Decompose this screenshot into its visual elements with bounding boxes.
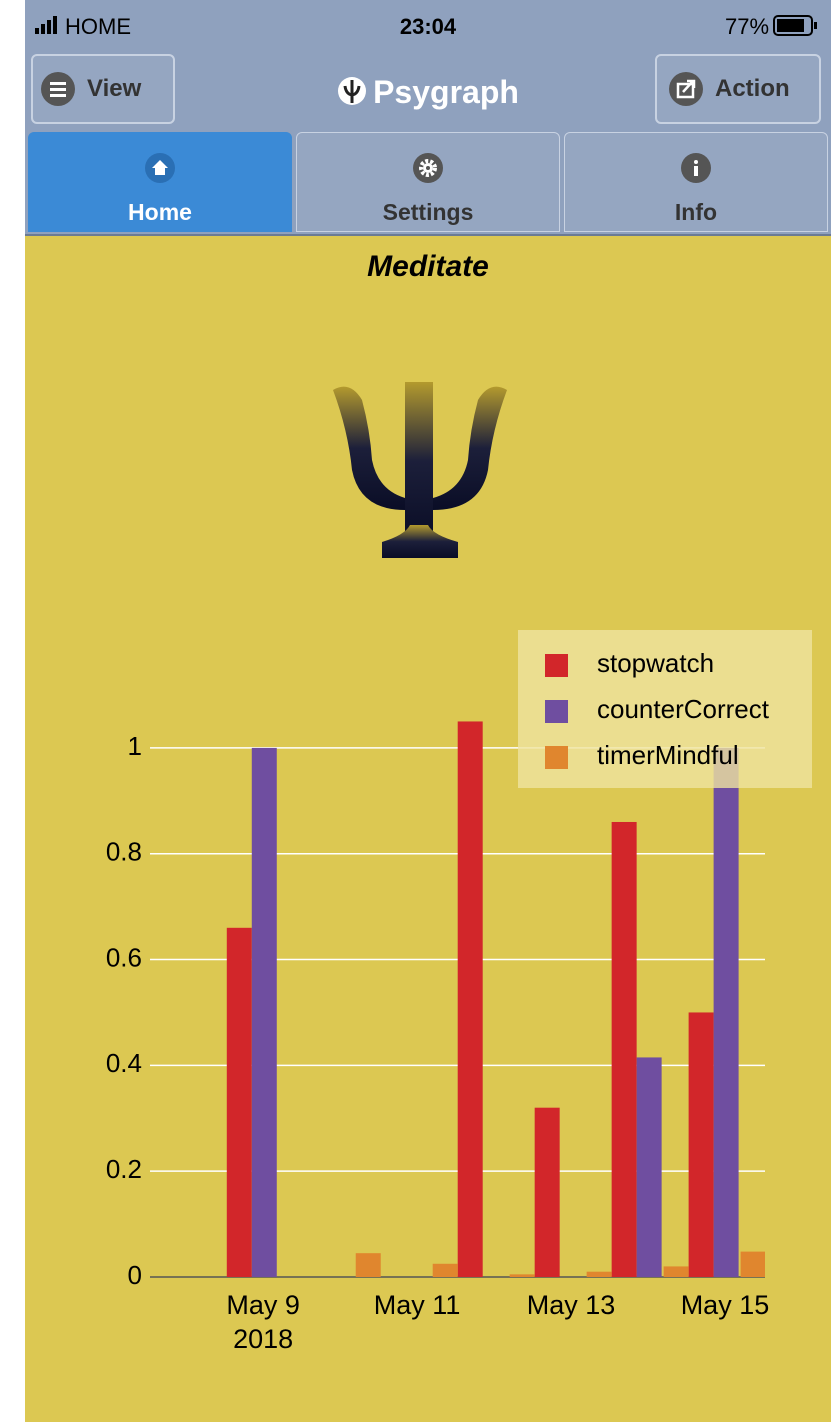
y-tick-label: 0.4 [106,1048,142,1078]
bar [714,748,739,1277]
bar [356,1253,381,1277]
bar [535,1108,560,1277]
legend-label: stopwatch [597,648,714,678]
bar [458,721,483,1277]
y-tick-label: 0.8 [106,837,142,867]
legend-swatch [545,654,568,677]
bar [741,1252,766,1277]
bar [689,1012,714,1277]
bar [252,748,277,1277]
legend-swatch [545,746,568,769]
y-tick-label: 0.2 [106,1154,142,1184]
x-tick-label: May 15 [645,1288,805,1322]
bar [612,822,637,1277]
chart: 0 0.2 0.4 0.6 0.8 1 stopwatch counterCorrect ti… [0,0,831,1422]
x-tick-label: May 9 2018 [183,1288,343,1356]
bar [637,1057,662,1277]
y-tick-label: 0 [128,1260,142,1290]
y-tick-label: 0.6 [106,942,142,972]
screen: HOME 23:04 77% View Psygraph Action Home… [0,0,831,1422]
x-tick-label: May 11 [337,1288,497,1322]
bar [227,928,252,1277]
x-tick-label: May 13 [491,1288,651,1322]
legend-label: counterCorrect [597,694,770,724]
bar [433,1264,458,1277]
bar [510,1274,535,1277]
bar [664,1266,689,1277]
legend-label: timerMindful [597,740,739,770]
y-tick-label: 1 [128,731,142,761]
legend-swatch [545,700,568,723]
bar [587,1272,612,1277]
